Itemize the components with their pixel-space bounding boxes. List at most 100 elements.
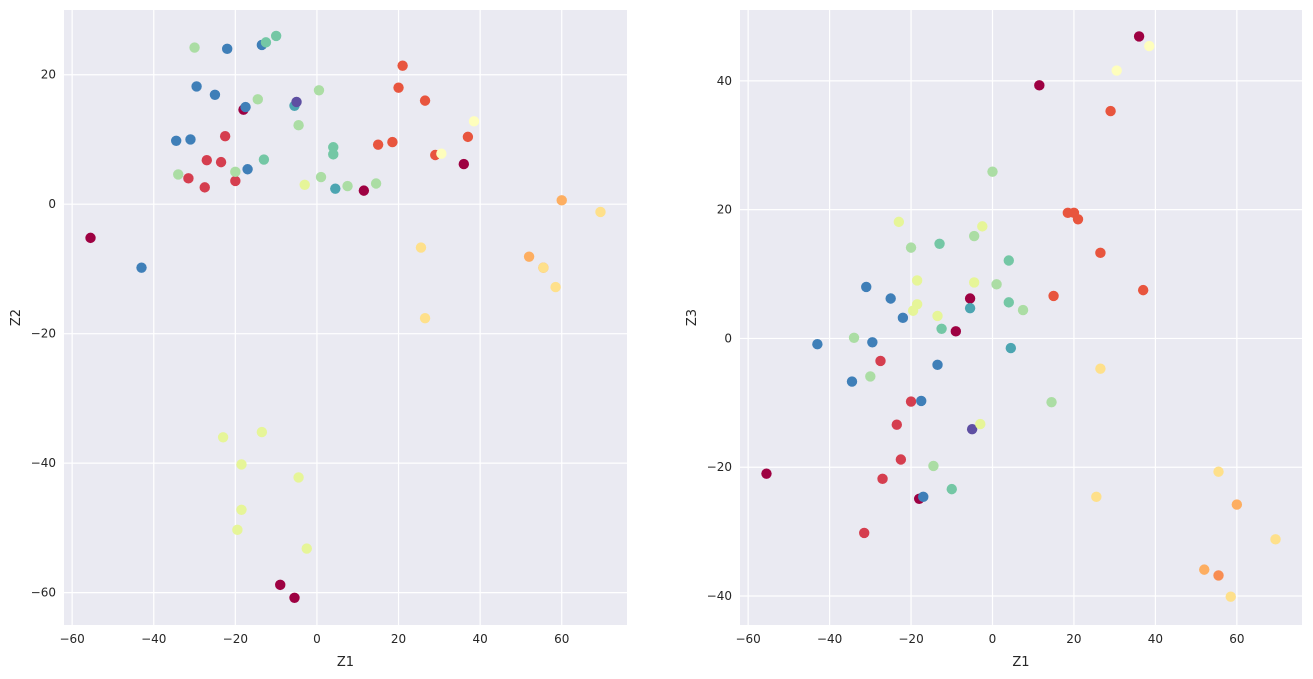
data-point: [1046, 396, 1057, 408]
data-point: [966, 424, 978, 435]
y-axis-label: Z2: [9, 309, 24, 326]
data-point: [875, 355, 886, 367]
data-point: [217, 432, 229, 443]
data-point: [936, 323, 947, 334]
x-tick-label: 60: [1229, 632, 1244, 646]
y-axis-label: Z3: [685, 309, 700, 326]
data-point: [523, 251, 535, 262]
data-point: [170, 135, 182, 146]
data-point: [199, 182, 210, 193]
data-point: [328, 142, 339, 153]
y-tick-label: −40: [31, 456, 56, 470]
data-point: [895, 454, 907, 465]
data-point: [299, 179, 310, 190]
data-point: [928, 460, 939, 472]
x-tick-label: −40: [817, 632, 842, 646]
data-point: [865, 371, 876, 382]
x-axis-label: Z1: [1012, 655, 1029, 670]
data-point: [387, 136, 398, 148]
data-point: [1133, 31, 1145, 42]
data-point: [1213, 466, 1224, 477]
data-point: [550, 281, 561, 293]
data-point: [867, 337, 878, 348]
data-point: [1270, 534, 1281, 545]
data-point: [1095, 363, 1106, 374]
data-point: [270, 30, 282, 42]
data-point: [1231, 499, 1243, 510]
data-point: [462, 131, 474, 143]
x-tick-label: −60: [735, 632, 760, 646]
data-point: [1225, 591, 1236, 602]
data-point: [419, 312, 431, 324]
plot-area: [740, 10, 1302, 625]
data-point: [458, 158, 470, 170]
data-point: [946, 483, 957, 495]
data-point: [293, 472, 304, 483]
x-axis-label: Z1: [337, 655, 354, 670]
data-point: [313, 85, 325, 96]
data-point: [916, 395, 927, 407]
data-point: [221, 43, 233, 55]
data-point: [201, 154, 212, 166]
data-point: [236, 459, 247, 470]
x-tick-label: −60: [59, 632, 84, 646]
data-point: [1017, 304, 1029, 316]
data-point: [987, 166, 998, 177]
data-point: [1095, 247, 1106, 258]
y-tick-label: 20: [717, 203, 732, 217]
data-point: [538, 262, 549, 273]
data-point: [328, 149, 339, 160]
data-point: [293, 120, 304, 131]
data-point: [315, 171, 327, 183]
x-tick-label: 0: [989, 632, 997, 646]
y-tick-label: 0: [724, 331, 732, 345]
data-point: [242, 164, 253, 175]
data-point: [861, 281, 872, 293]
data-point: [358, 185, 370, 196]
y-tick-label: 20: [41, 68, 56, 82]
data-point: [897, 312, 909, 324]
data-point: [1034, 80, 1045, 91]
x-tick-label: 20: [1066, 632, 1081, 646]
data-point: [189, 42, 200, 53]
data-point: [230, 166, 241, 178]
data-point: [950, 326, 962, 337]
y-tick-label: −20: [31, 327, 56, 341]
data-point: [1199, 564, 1210, 575]
data-point: [256, 426, 268, 438]
data-point: [1091, 491, 1102, 503]
x-tick-label: 60: [554, 632, 569, 646]
chart-z1-z3: Z1 Z3 −60 −40 −20 0 20 40 60 −40 −20 0 20 40: [685, 10, 1302, 670]
data-point: [975, 418, 986, 430]
data-point: [232, 524, 243, 536]
data-point: [1137, 284, 1149, 296]
data-point: [1144, 40, 1155, 52]
data-point: [846, 376, 858, 387]
data-point: [258, 154, 270, 165]
y-tick-label: 40: [717, 74, 732, 88]
data-point: [252, 94, 263, 105]
data-point: [911, 299, 923, 310]
data-point: [342, 180, 353, 192]
data-point: [1048, 290, 1059, 302]
data-point: [1005, 342, 1017, 354]
data-point: [191, 81, 202, 92]
data-point: [330, 183, 341, 194]
data-point: [291, 96, 302, 108]
data-point: [370, 178, 382, 189]
data-point: [260, 37, 272, 48]
data-point: [991, 279, 1002, 290]
data-point: [905, 396, 917, 407]
data-point: [436, 148, 447, 159]
data-point: [183, 173, 194, 184]
x-tick-label: 20: [391, 632, 406, 646]
chart-z1-z2: Z1 Z2 −60 −40 −20 0 20 40 60 −60 −40 −20 0 20: [9, 10, 627, 670]
x-tick-label: −20: [223, 632, 248, 646]
data-point: [240, 101, 251, 113]
data-point: [1111, 65, 1122, 76]
data-point: [275, 579, 286, 591]
data-point: [1105, 105, 1116, 117]
data-point: [911, 275, 923, 286]
data-point: [859, 527, 870, 539]
data-point: [977, 221, 988, 232]
